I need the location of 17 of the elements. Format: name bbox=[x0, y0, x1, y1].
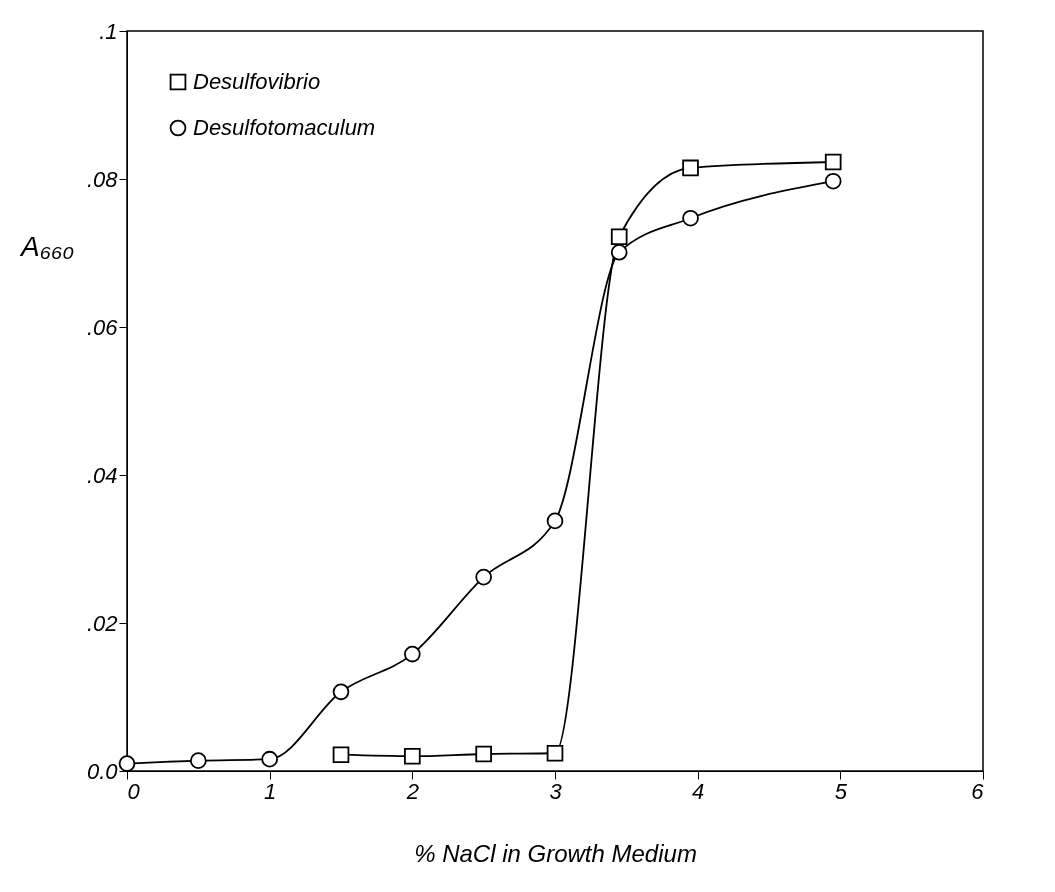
x-tick-label: 0 bbox=[127, 778, 141, 804]
x-tick-label: 4 bbox=[692, 778, 705, 804]
y-tick-label: .06 bbox=[86, 314, 119, 340]
x-tick-label: 3 bbox=[549, 778, 563, 804]
y-tick-label: .04 bbox=[86, 462, 118, 488]
x-tick-label: 1 bbox=[264, 778, 277, 804]
x-axis-title: % NaCl in Growth Medium bbox=[414, 839, 697, 867]
legend-label: Desulfotomaculum bbox=[193, 115, 376, 140]
y-axis-title: A₆₆₀ bbox=[18, 230, 75, 262]
x-tick-label: 6 bbox=[971, 778, 985, 804]
x-tick-label: 5 bbox=[834, 778, 848, 804]
y-tick-label: .08 bbox=[86, 166, 119, 192]
x-tick-label: 2 bbox=[405, 778, 419, 804]
y-tick-label: .1 bbox=[99, 18, 118, 44]
legend-label: Desulfovibrio bbox=[193, 69, 321, 94]
y-tick-label: .02 bbox=[86, 610, 118, 636]
y-tick-label: 0.0 bbox=[86, 758, 119, 784]
